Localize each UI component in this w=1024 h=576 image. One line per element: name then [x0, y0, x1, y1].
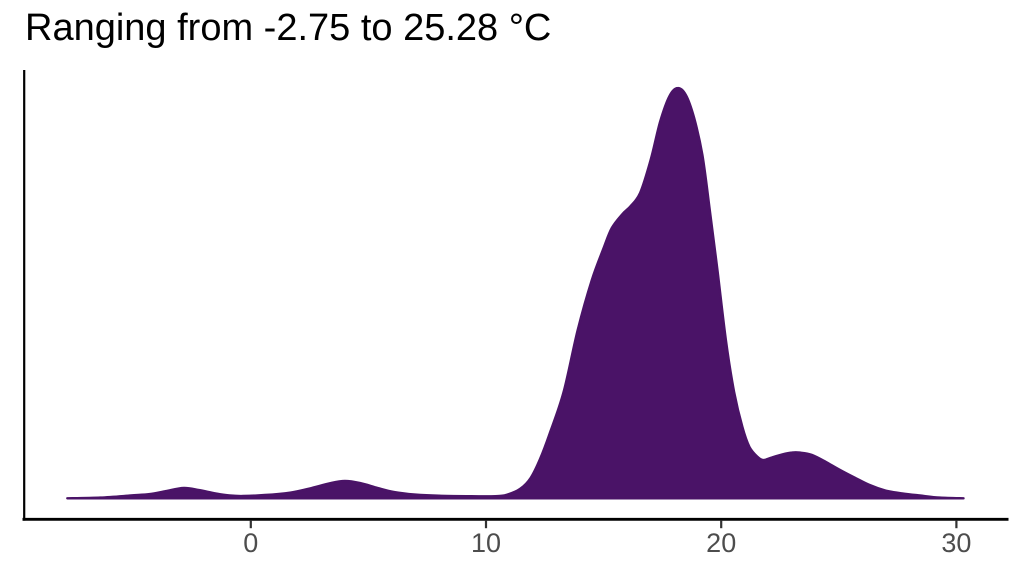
- x-axis-tick-label: 30: [941, 528, 971, 558]
- x-axis-tick-label: 0: [243, 528, 258, 558]
- density-area: [66, 86, 965, 500]
- x-axis-tick-label: 10: [471, 528, 501, 558]
- x-axis-tick-label: 20: [706, 528, 736, 558]
- chart-title: Ranging from -2.75 to 25.28 °C: [25, 7, 552, 49]
